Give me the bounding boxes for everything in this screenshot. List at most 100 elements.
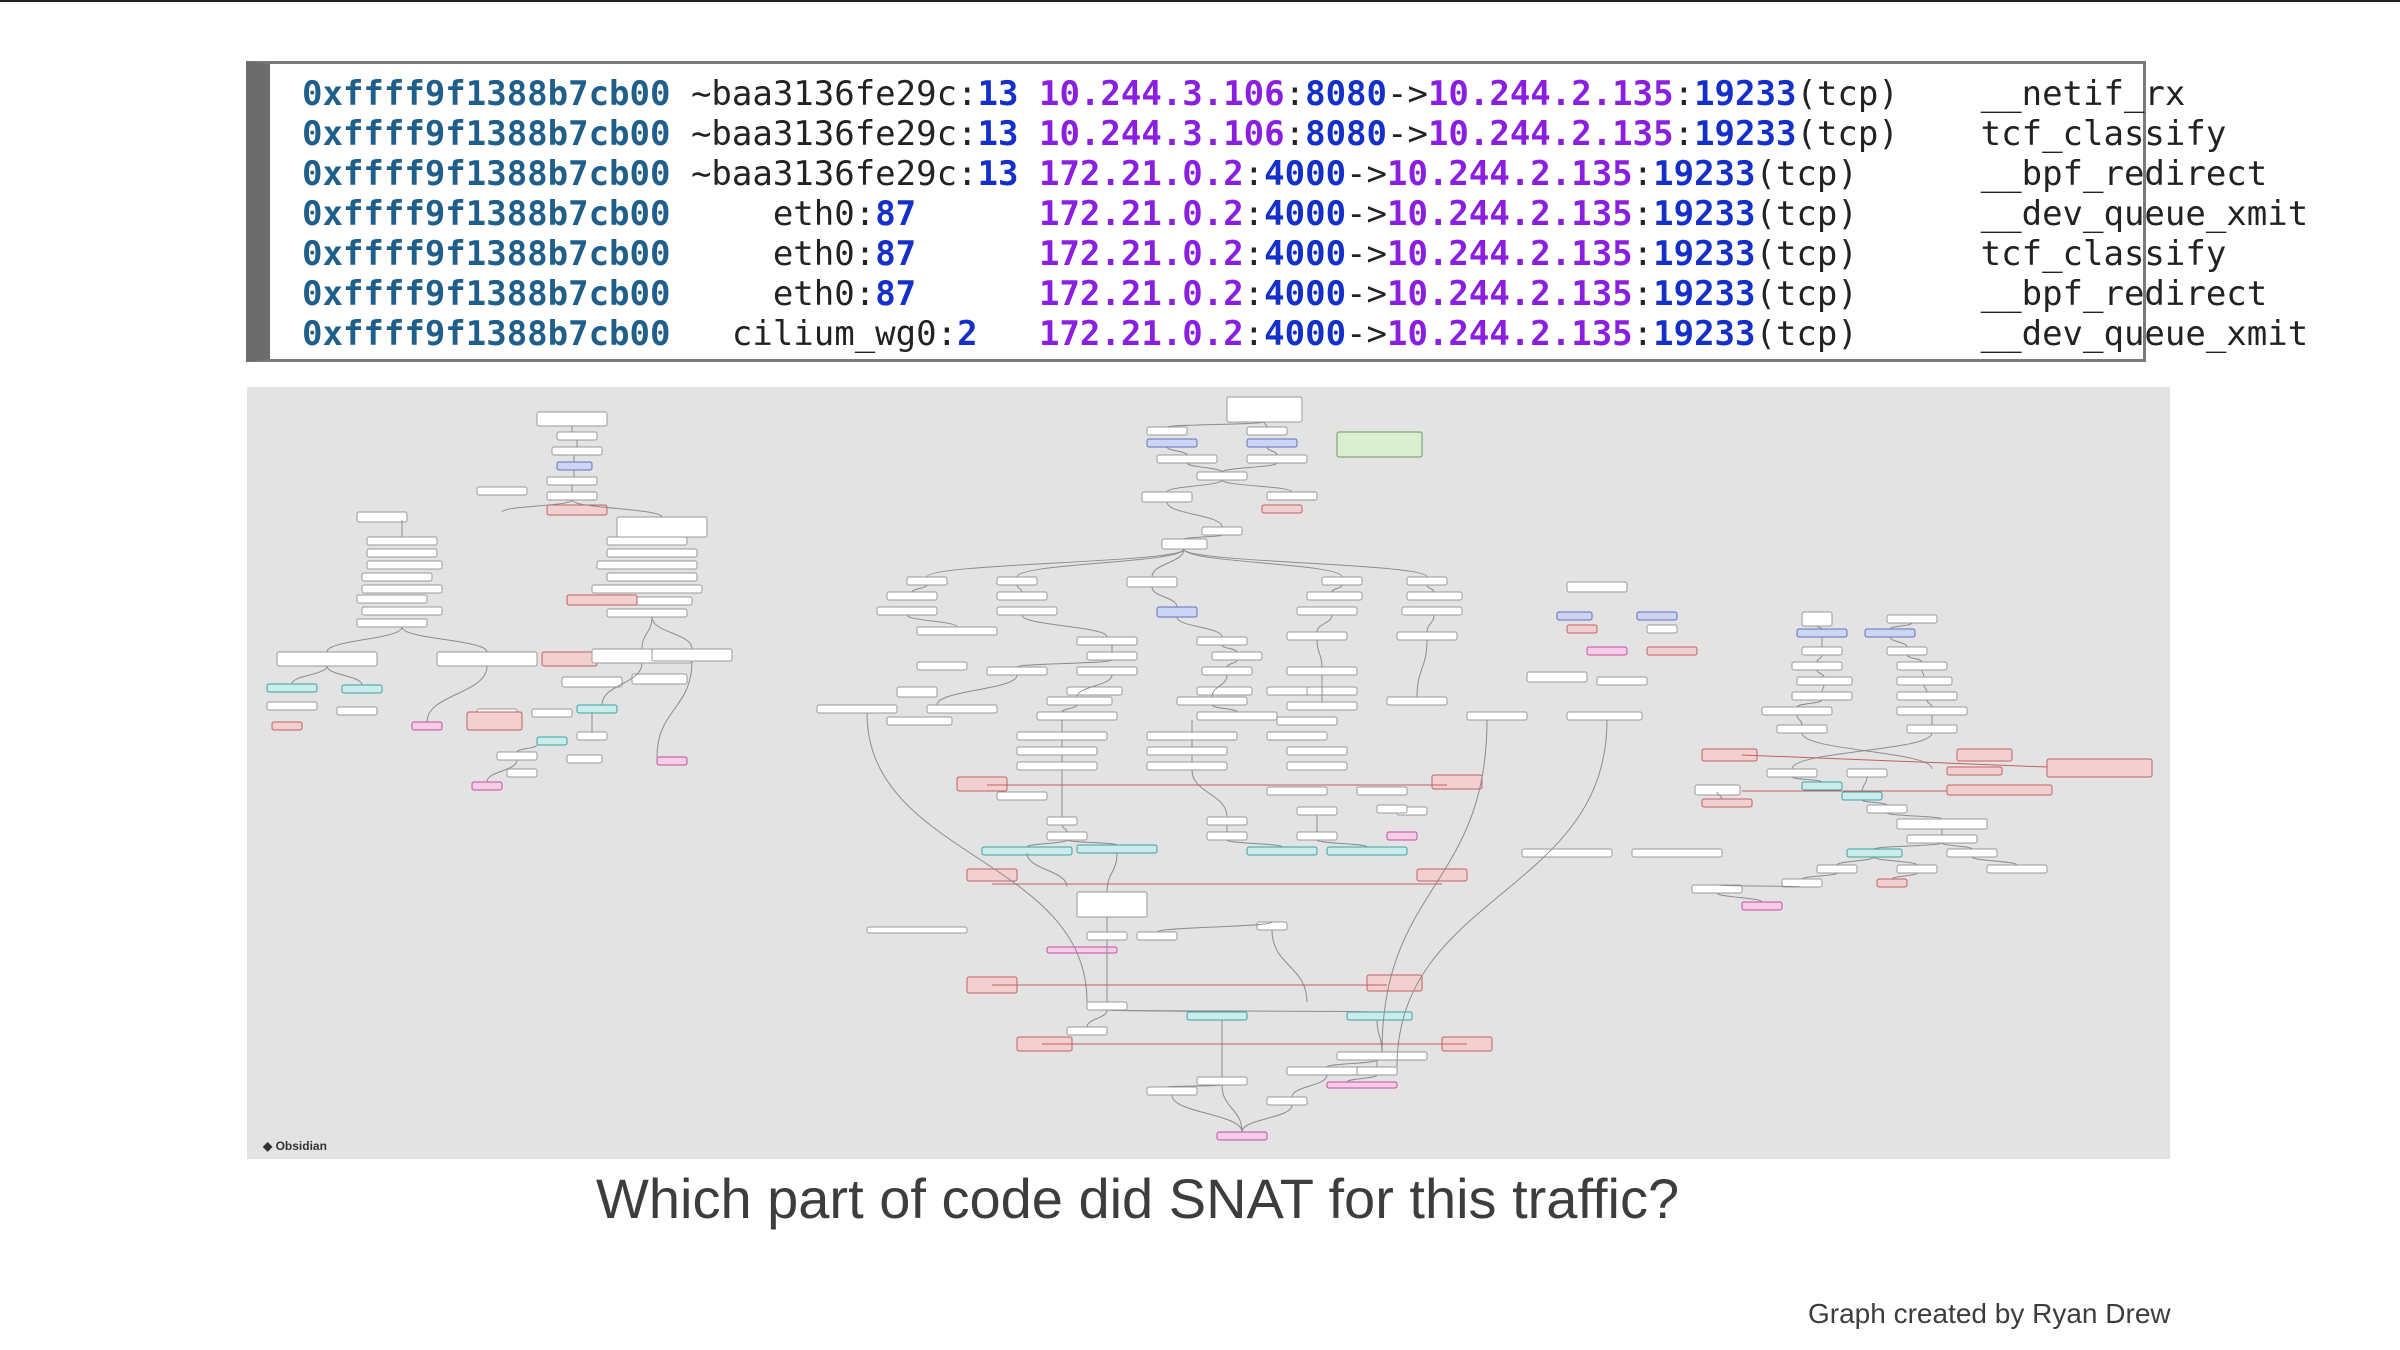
separator: : (1243, 234, 1265, 274)
device-name: ~baa3136fe29c: (690, 154, 978, 194)
graph-node (366, 560, 443, 570)
graph-node (1286, 701, 1358, 711)
arrow: -> (1346, 274, 1387, 314)
graph-node (616, 516, 708, 538)
graph-node (816, 704, 898, 714)
destination-ip: 10.244.2.135 (1387, 154, 1633, 194)
graph-node (1691, 884, 1743, 894)
protocol: (tcp) (1755, 314, 1858, 354)
graph-edge (1716, 892, 1763, 903)
graph-node (1431, 774, 1483, 790)
graph-edge (401, 626, 488, 653)
graph-edge (1941, 842, 1973, 850)
graph-node (361, 584, 443, 594)
graph-edge (1241, 1104, 1293, 1133)
graph-node (496, 751, 538, 761)
destination-ip: 10.244.2.135 (1427, 114, 1674, 154)
graph-node (606, 608, 688, 618)
graph-edge (326, 665, 363, 686)
graph-node (886, 716, 953, 726)
source-ip: 172.21.0.2 (1038, 274, 1244, 314)
graph-node (916, 626, 998, 636)
graph-edge (1889, 636, 1908, 648)
graph-edge (1861, 799, 1888, 806)
source-ip: 10.244.3.106 (1038, 114, 1285, 154)
graph-edge (1291, 1074, 1328, 1098)
graph-node (1286, 631, 1348, 641)
graph-edge (656, 660, 693, 758)
graph-node (1801, 646, 1843, 656)
graph-node (651, 648, 733, 662)
graph-edge (1796, 699, 1823, 708)
graph-node (1416, 868, 1468, 882)
skb-address: 0xffff9f1388b7cb00 (302, 314, 671, 354)
destination-ip: 10.244.2.135 (1387, 234, 1633, 274)
destination-port: 19233 (1653, 154, 1756, 194)
graph-edge (1266, 446, 1278, 456)
graph-edge (651, 616, 693, 650)
graph-node (1846, 848, 1903, 858)
arrow: -> (1346, 234, 1387, 274)
graph-node (1701, 748, 1758, 762)
graph-node (1326, 1081, 1398, 1089)
graph-node (1086, 931, 1128, 941)
graph-edge (1016, 548, 1185, 578)
graph-edge (1076, 674, 1113, 698)
separator: : (1284, 74, 1306, 114)
graph-node (1146, 761, 1228, 771)
graph-edge (1151, 548, 1185, 578)
graph-node (1146, 731, 1238, 741)
graph-node (1076, 636, 1138, 646)
device-name: eth0: (772, 274, 876, 314)
graph-node (276, 651, 378, 667)
graph-edge (1816, 654, 1823, 663)
destination-port: 19233 (1653, 234, 1756, 274)
graph-node (546, 476, 598, 486)
graph-edge (1221, 1084, 1243, 1133)
destination-ip: 10.244.2.135 (1387, 314, 1633, 354)
graph-node (341, 684, 383, 694)
graph-edge (1926, 699, 1933, 708)
graph-node (1126, 576, 1178, 588)
protocol: (tcp) (1755, 274, 1858, 314)
separator: : (1284, 114, 1306, 154)
graph-edge (1183, 548, 1428, 578)
device-ifindex: 87 (875, 194, 917, 234)
graph-edge (1886, 812, 1943, 820)
graph-node (1346, 1011, 1413, 1021)
destination-ip: 10.244.2.135 (1387, 274, 1633, 314)
graph-node (1266, 686, 1313, 696)
graph-node (996, 576, 1038, 586)
top-rule (0, 0, 2400, 2)
graph-node (1946, 766, 2003, 776)
graph-node (1741, 901, 1783, 911)
graph-edge (866, 712, 1088, 1003)
graph-node (1286, 746, 1348, 756)
destination-port: 19233 (1694, 74, 1797, 114)
graph-edge (1796, 714, 1803, 726)
graph-node (1776, 724, 1828, 734)
graph-edge (1376, 1019, 1383, 1053)
graph-node (1066, 686, 1123, 696)
trace-row: 0xffff9f1388b7cb00 cilium_wg0:2 172.21.0… (302, 314, 2308, 354)
graph-node (356, 511, 408, 523)
graph-edge (936, 674, 1018, 706)
graph-node (1046, 946, 1118, 954)
graph-node (1466, 711, 1528, 721)
graph-node (361, 572, 433, 582)
device-ifindex: 87 (875, 274, 917, 314)
separator: : (1243, 194, 1265, 234)
graph-edge (1166, 479, 1223, 493)
graph-node (1946, 848, 1998, 858)
graph-node (471, 781, 503, 791)
source-port: 4000 (1264, 194, 1347, 234)
graph-edge (1381, 719, 1488, 1053)
graph-node (1356, 786, 1408, 796)
trace-row: 0xffff9f1388b7cb00 eth0:87 172.21.0.2:40… (302, 274, 2308, 314)
graph-edge (1906, 654, 1923, 663)
graph-node (1796, 628, 1848, 638)
graph-canvas (266, 396, 2153, 1141)
device-ifindex: 13 (977, 74, 1019, 114)
separator: : (1632, 314, 1654, 354)
protocol: (tcp) (1755, 234, 1858, 274)
